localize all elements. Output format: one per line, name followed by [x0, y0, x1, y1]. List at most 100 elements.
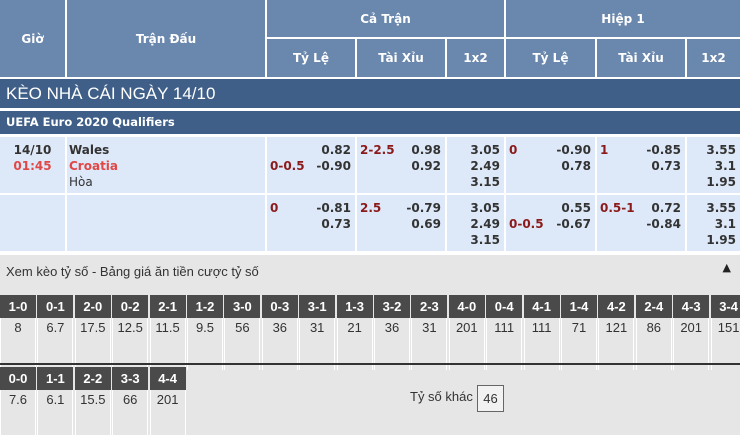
score-label: 2-1: [149, 295, 186, 318]
odds-value[interactable]: -0.79: [406, 201, 441, 215]
odds-value[interactable]: 0.78: [561, 159, 591, 173]
score-label: 3-0: [224, 295, 261, 318]
match-date: 14/10: [13, 143, 52, 157]
score-odds[interactable]: 86: [635, 318, 672, 370]
score-label: 3-2: [374, 295, 410, 318]
odds-value[interactable]: 2.49: [470, 159, 500, 173]
match-time-cell-empty: [0, 195, 65, 251]
score-odds[interactable]: 11.5: [149, 318, 186, 370]
odds-value[interactable]: 2.49: [470, 217, 500, 231]
odds-value[interactable]: 0.98: [411, 143, 441, 157]
score-odds[interactable]: 17.5: [74, 318, 111, 370]
score-odds[interactable]: 31: [299, 318, 336, 370]
odds-value[interactable]: 0.73: [651, 159, 681, 173]
score-label: 1-2: [187, 295, 223, 318]
odds-value[interactable]: 0.82: [321, 143, 351, 157]
score-label: 3-3: [112, 367, 149, 390]
odds-value[interactable]: -0.90: [316, 159, 351, 173]
score-odds[interactable]: 31: [411, 318, 448, 370]
score-odds[interactable]: 36: [374, 318, 410, 370]
score-label: 4-4: [149, 367, 186, 390]
odds-value[interactable]: -0.81: [316, 201, 351, 215]
score-odds[interactable]: 201: [448, 318, 485, 370]
header-match: Trận Đấu: [67, 0, 265, 77]
score-odds[interactable]: 36: [261, 318, 298, 370]
odds-value[interactable]: -0.84: [646, 217, 681, 231]
odds-value[interactable]: 3.15: [470, 233, 500, 247]
score-odds[interactable]: 7.6: [0, 390, 36, 440]
score-odds[interactable]: 201: [673, 318, 710, 370]
score-odds[interactable]: 71: [561, 318, 597, 370]
score-label: 0-0: [0, 367, 36, 390]
score-odds[interactable]: 56: [224, 318, 261, 370]
odds-value[interactable]: -0.85: [646, 143, 681, 157]
odds-value[interactable]: -0.90: [556, 143, 591, 157]
score-label: 4-0: [448, 295, 485, 318]
other-score-value[interactable]: 46: [477, 385, 504, 412]
odds-value[interactable]: -0.67: [556, 217, 591, 231]
line-value: 2.5: [360, 201, 382, 215]
score-odds[interactable]: 6.7: [37, 318, 74, 370]
score-odds[interactable]: 111: [523, 318, 560, 370]
header-full-time: Cả Trận: [267, 0, 504, 37]
header-h1-hdp: Tỷ Lệ: [506, 39, 595, 77]
line-value: 0: [509, 143, 518, 157]
odds-value[interactable]: 3.05: [470, 201, 500, 215]
score-odds[interactable]: 6.1: [37, 390, 74, 440]
score-label: 0-1: [37, 295, 74, 318]
odds-value[interactable]: 0.73: [321, 217, 351, 231]
score-label: 1-4: [561, 295, 597, 318]
match-time-cell: 14/10 01:45: [0, 137, 65, 193]
header-ft-1x2: 1x2: [447, 39, 504, 77]
h1-1x2-cell: 3.55 3.1 1.95: [687, 137, 740, 193]
ft-1x2-cell: 3.05 2.49 3.15: [447, 137, 504, 193]
odds-value[interactable]: 1.95: [706, 233, 736, 247]
match-teams-cell-empty: [67, 195, 265, 251]
odds-value[interactable]: 3.55: [706, 201, 736, 215]
score-odds[interactable]: 201: [149, 390, 186, 440]
ft-1x2-cell: 3.05 2.49 3.15: [447, 195, 504, 251]
odds-value[interactable]: 3.1: [714, 217, 736, 231]
h1-ou-cell: 0.72 -0.84 0.5-1: [597, 195, 685, 251]
odds-value[interactable]: 0.55: [561, 201, 591, 215]
score-label: 2-0: [74, 295, 111, 318]
score-odds[interactable]: 21: [336, 318, 373, 370]
score-odds[interactable]: 111: [486, 318, 523, 370]
odds-value[interactable]: 3.1: [714, 159, 736, 173]
h1-1x2-cell: 3.55 3.1 1.95: [687, 195, 740, 251]
away-team[interactable]: Croatia: [69, 159, 119, 173]
league-name[interactable]: UEFA Euro 2020 Qualifiers: [0, 111, 740, 134]
match-teams-cell: Wales Croatia Hòa: [67, 137, 265, 193]
header-h1-ou: Tài Xỉu: [597, 39, 685, 77]
odds-value[interactable]: 3.55: [706, 143, 736, 157]
odds-value[interactable]: 1.95: [706, 175, 736, 189]
divider: [0, 363, 740, 365]
score-odds[interactable]: 9.5: [187, 318, 223, 370]
score-odds[interactable]: 12.5: [112, 318, 149, 370]
odds-value[interactable]: 3.05: [470, 143, 500, 157]
odds-value[interactable]: 0.69: [411, 217, 441, 231]
header-ft-hdp: Tỷ Lệ: [267, 39, 355, 77]
score-odds[interactable]: 8: [0, 318, 36, 370]
score-odds[interactable]: 15.5: [74, 390, 111, 440]
ft-ou-cell: -0.79 0.69 2.5: [357, 195, 445, 251]
correct-score-title[interactable]: Xem kèo tỷ số - Bảng giá ăn tiền cược tỷ…: [6, 264, 259, 279]
score-label: 1-1: [37, 367, 74, 390]
header-h1-1x2: 1x2: [687, 39, 740, 77]
odds-value[interactable]: 0.72: [651, 201, 681, 215]
score-label: 0-4: [486, 295, 523, 318]
home-team[interactable]: Wales: [69, 143, 110, 157]
score-label: 1-3: [336, 295, 373, 318]
score-odds[interactable]: 66: [112, 390, 149, 440]
score-label: 1-0: [0, 295, 36, 318]
line-value: 0.5-1: [600, 201, 635, 215]
triangle-up-icon[interactable]: ▲: [722, 261, 731, 274]
score-label: 2-2: [74, 367, 111, 390]
h1-hdp-cell: 0.55 -0.67 0-0.5: [506, 195, 595, 251]
odds-value[interactable]: 3.15: [470, 175, 500, 189]
score-label: 4-1: [523, 295, 560, 318]
score-odds[interactable]: 151: [710, 318, 740, 370]
odds-value[interactable]: 0.92: [411, 159, 441, 173]
score-label: 0-2: [112, 295, 149, 318]
score-odds[interactable]: 121: [598, 318, 635, 370]
